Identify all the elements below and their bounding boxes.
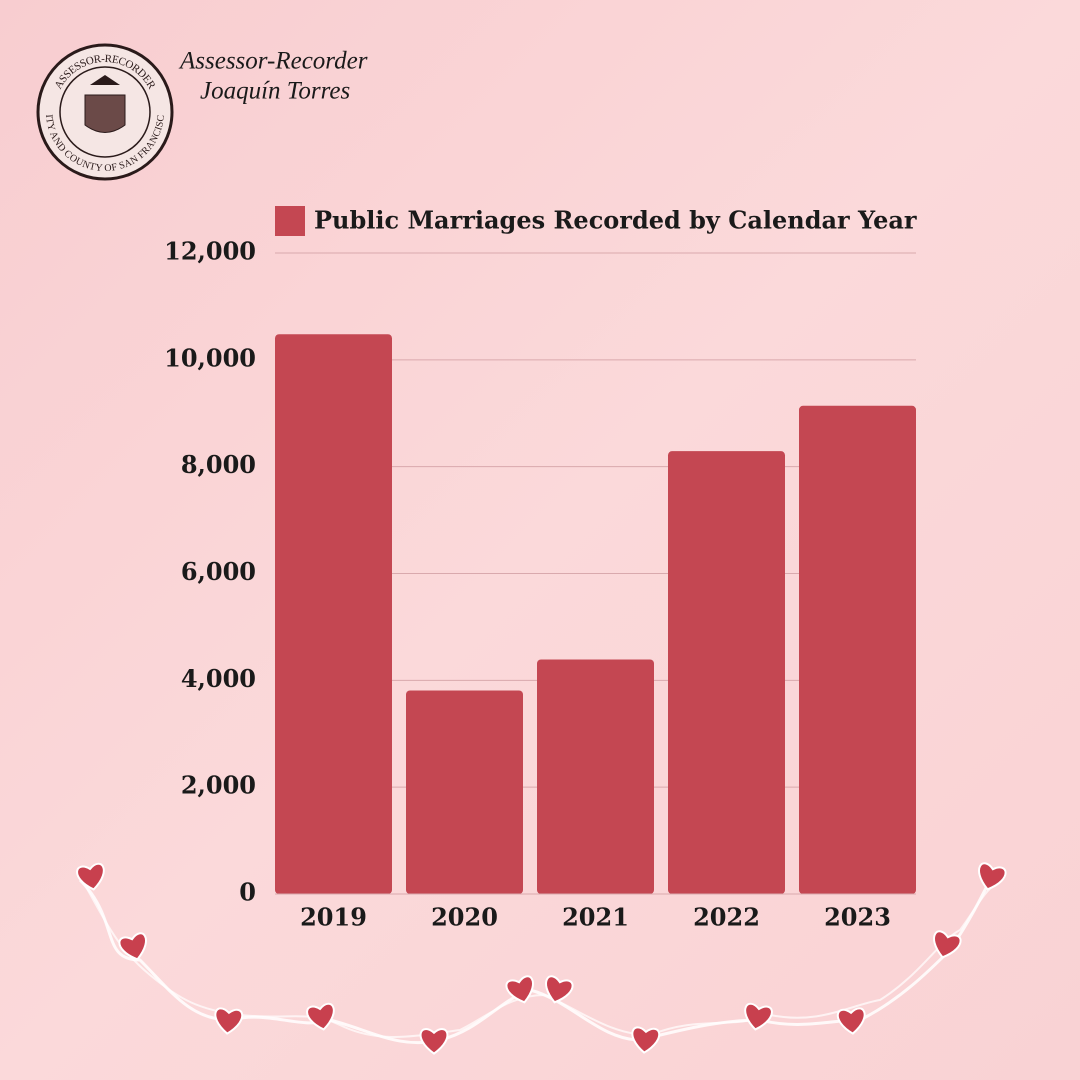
- heart: [631, 1026, 661, 1054]
- heart: [545, 975, 574, 1004]
- header-name: Joaquín Torres: [200, 78, 350, 105]
- y-tick-label: 10,000: [164, 343, 256, 372]
- y-tick-label: 4,000: [181, 664, 256, 693]
- bar: [275, 334, 392, 894]
- heart: [118, 932, 147, 961]
- hearts-decoration: [76, 862, 1007, 1055]
- legend-label: Public Marriages Recorded by Calendar Ye…: [314, 206, 917, 235]
- bar: [406, 690, 523, 894]
- y-tick-label: 12,000: [164, 237, 256, 266]
- legend-swatch: [275, 206, 305, 236]
- y-tick-label: 8,000: [181, 450, 256, 479]
- heart: [419, 1028, 449, 1055]
- heart: [744, 1002, 773, 1031]
- heart: [214, 1007, 244, 1035]
- heart: [505, 975, 534, 1004]
- heart: [306, 1002, 335, 1031]
- bar: [537, 659, 654, 894]
- heart: [978, 862, 1007, 891]
- heart: [76, 862, 105, 891]
- x-tick-label: 2021: [562, 903, 629, 932]
- heart: [836, 1007, 866, 1035]
- x-tick-label: 2023: [824, 903, 891, 932]
- x-tick-label: 2019: [300, 903, 367, 932]
- y-tick-label: 6,000: [181, 557, 256, 586]
- bar: [668, 451, 785, 894]
- bar: [799, 405, 916, 894]
- header-title: Assessor-Recorder: [178, 48, 368, 75]
- heart: [933, 930, 962, 959]
- y-tick-label: 0: [239, 878, 256, 907]
- x-tick-label: 2022: [693, 903, 760, 932]
- x-tick-label: 2020: [431, 903, 498, 932]
- y-tick-label: 2,000: [181, 771, 256, 800]
